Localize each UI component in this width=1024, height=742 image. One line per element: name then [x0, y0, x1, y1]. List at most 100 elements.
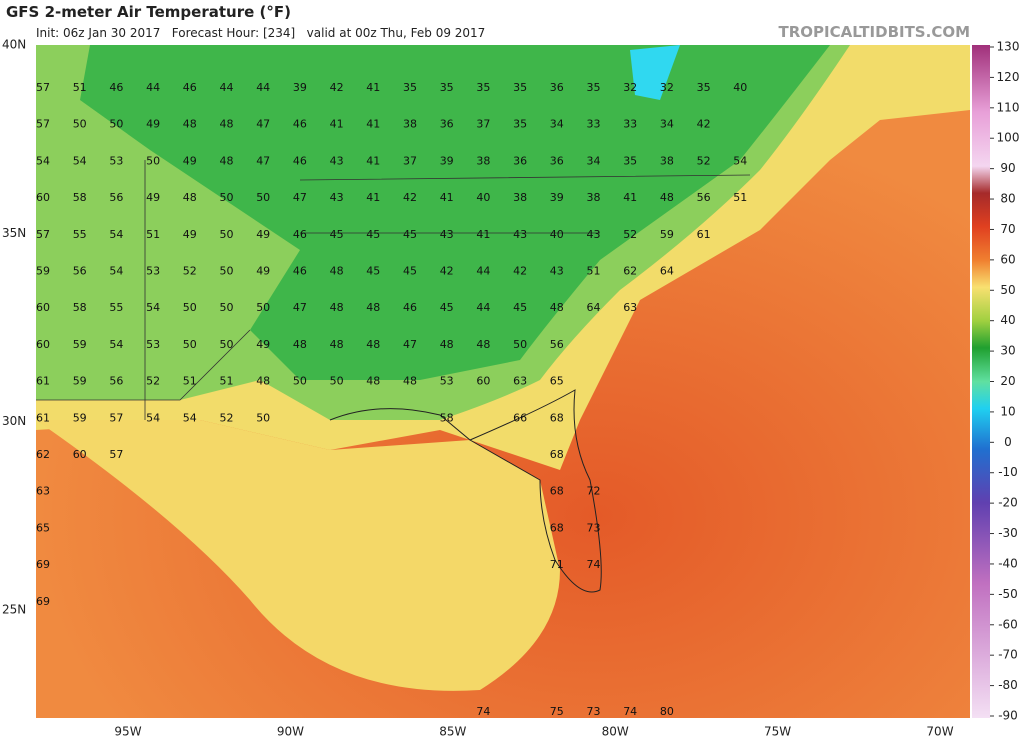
temperature-label: 47	[256, 154, 270, 167]
temperature-label: 35	[623, 154, 637, 167]
subtitle: Init: 06z Jan 30 2017 Forecast Hour: [23…	[36, 26, 485, 40]
temperature-label: 43	[330, 191, 344, 204]
lat-label: 30N	[2, 414, 26, 428]
temperature-label: 72	[587, 485, 601, 498]
temperature-label: 60	[36, 338, 50, 351]
temperature-label: 71	[550, 558, 564, 571]
temperature-label: 55	[109, 301, 123, 314]
temperature-label: 54	[109, 338, 123, 351]
temperature-label: 42	[440, 265, 454, 278]
temperature-label: 53	[109, 154, 123, 167]
temperature-label: 52	[183, 265, 197, 278]
temperature-label: 73	[587, 521, 601, 534]
temperature-label: 47	[293, 191, 307, 204]
temperature-label: 49	[256, 228, 270, 241]
lon-label: 75W	[764, 725, 791, 739]
temperature-label: 54	[733, 154, 747, 167]
temperature-label: 42	[697, 118, 711, 131]
colorbar-label: 30	[1000, 344, 1015, 358]
lat-label: 35N	[2, 226, 26, 240]
lon-label: 90W	[277, 725, 304, 739]
temperature-label: 50	[220, 338, 234, 351]
temperature-label: 35	[513, 81, 527, 94]
temperature-label: 34	[550, 118, 564, 131]
temperature-label: 35	[697, 81, 711, 94]
title: GFS 2-meter Air Temperature (°F)	[6, 3, 291, 21]
colorbar-label: -20	[998, 496, 1018, 510]
temperature-label: 65	[36, 521, 50, 534]
temperature-label: 49	[146, 118, 160, 131]
temperature-label: 58	[440, 411, 454, 424]
colorbar-label: -90	[998, 709, 1018, 723]
temperature-label: 41	[366, 191, 380, 204]
temperature-label: 37	[403, 154, 417, 167]
temperature-label: 80	[660, 705, 674, 718]
temperature-label: 38	[403, 118, 417, 131]
temperature-label: 50	[256, 411, 270, 424]
temperature-label: 68	[550, 521, 564, 534]
temperature-label: 34	[660, 118, 674, 131]
temperature-label: 54	[73, 154, 87, 167]
temperature-label: 49	[183, 228, 197, 241]
colorbar-label: 20	[1000, 374, 1015, 388]
temperature-label: 46	[293, 118, 307, 131]
temperature-label: 57	[36, 228, 50, 241]
temperature-label: 41	[366, 154, 380, 167]
colorbar-label: -70	[998, 648, 1018, 662]
temperature-label: 46	[183, 81, 197, 94]
temperature-label: 50	[220, 228, 234, 241]
temperature-label: 54	[36, 154, 50, 167]
temperature-label: 47	[403, 338, 417, 351]
temperature-label: 32	[623, 81, 637, 94]
temperature-label: 52	[146, 375, 160, 388]
temperature-label: 43	[513, 228, 527, 241]
temperature-label: 40	[733, 81, 747, 94]
temperature-label: 41	[366, 118, 380, 131]
temperature-label: 61	[36, 375, 50, 388]
temperature-label: 41	[623, 191, 637, 204]
temperature-label: 46	[293, 154, 307, 167]
cold-land	[80, 45, 830, 380]
colorbar	[972, 45, 990, 718]
temperature-label: 50	[73, 118, 87, 131]
temperature-label: 43	[440, 228, 454, 241]
temperature-label: 50	[220, 191, 234, 204]
temperature-label: 59	[36, 265, 50, 278]
temperature-label: 32	[660, 81, 674, 94]
temperature-label: 36	[550, 81, 564, 94]
gulf	[36, 420, 560, 691]
temperature-label: 39	[550, 191, 564, 204]
temperature-label: 50	[256, 191, 270, 204]
temperature-label: 39	[293, 81, 307, 94]
temperature-label: 46	[109, 81, 123, 94]
temperature-label: 48	[440, 338, 454, 351]
temperature-label: 51	[220, 375, 234, 388]
temperature-label: 56	[109, 191, 123, 204]
temperature-label: 35	[587, 81, 601, 94]
temperature-label: 33	[623, 118, 637, 131]
temperature-label: 36	[513, 154, 527, 167]
temperature-label: 59	[660, 228, 674, 241]
temperature-label: 53	[146, 338, 160, 351]
colorbar-label: 110	[997, 100, 1020, 114]
temperature-label: 48	[220, 154, 234, 167]
temperature-label: 55	[73, 228, 87, 241]
temperature-label: 44	[220, 81, 234, 94]
colorbar-label: -80	[998, 678, 1018, 692]
temperature-label: 60	[36, 191, 50, 204]
temperature-label: 35	[440, 81, 454, 94]
temperature-label: 60	[73, 448, 87, 461]
temperature-label: 53	[440, 375, 454, 388]
temperature-label: 50	[220, 265, 234, 278]
temperature-label: 48	[293, 338, 307, 351]
site-name: TROPICALTIDBITS.COM	[779, 23, 971, 41]
map	[36, 45, 970, 718]
temperature-label: 41	[476, 228, 490, 241]
temperature-label: 59	[73, 375, 87, 388]
temperature-label: 66	[513, 411, 527, 424]
temperature-label: 52	[220, 411, 234, 424]
temperature-label: 35	[403, 81, 417, 94]
temperature-label: 54	[146, 301, 160, 314]
temperature-label: 74	[476, 705, 490, 718]
temperature-label: 74	[587, 558, 601, 571]
